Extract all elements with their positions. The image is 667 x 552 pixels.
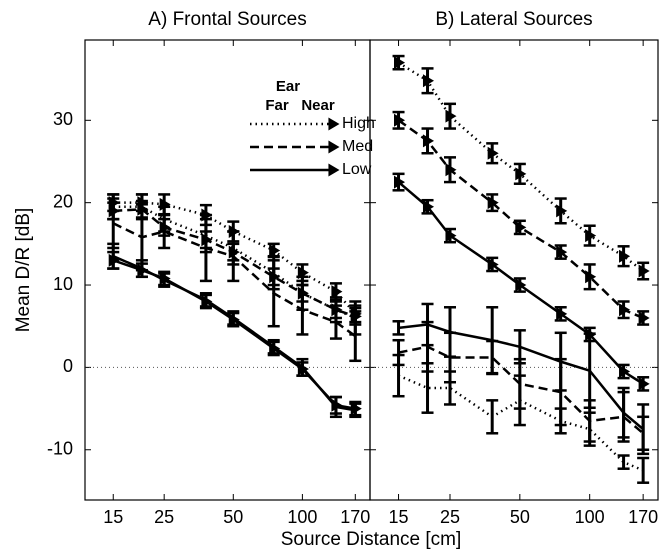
error-bar <box>107 242 120 270</box>
legend-title: Ear <box>276 78 300 95</box>
error-bar <box>158 272 171 288</box>
error-bar <box>296 357 309 377</box>
marker <box>393 175 406 189</box>
marker <box>619 249 631 263</box>
marker <box>422 134 435 148</box>
marker <box>445 109 457 123</box>
marker <box>585 270 597 284</box>
marker <box>487 196 499 210</box>
marker <box>638 377 650 391</box>
error-bar <box>199 213 212 283</box>
marker <box>487 146 499 160</box>
marker <box>422 74 435 88</box>
error-bar <box>637 415 650 452</box>
legend-marker <box>328 163 340 177</box>
error-bar <box>227 230 240 283</box>
x-tick-label: 25 <box>154 507 174 527</box>
x-tick-label: 100 <box>575 507 605 527</box>
error-bar <box>329 304 342 340</box>
error-bar <box>421 362 434 414</box>
error-bar <box>349 402 362 419</box>
error-bar <box>554 407 567 435</box>
error-bar <box>617 390 630 443</box>
panel-title: A) Frontal Sources <box>148 9 306 30</box>
x-tick-label: 170 <box>628 507 658 527</box>
error-bar <box>267 338 280 355</box>
x-tick-label: 100 <box>287 507 317 527</box>
legend-label: Med <box>342 138 373 155</box>
plot-frame <box>369 39 659 501</box>
error-bar <box>486 399 499 435</box>
error-bar <box>296 283 309 336</box>
y-tick-label: 30 <box>53 109 73 129</box>
error-bar <box>486 339 499 376</box>
y-tick-label: -10 <box>47 439 73 459</box>
x-tick-label: 25 <box>440 507 460 527</box>
marker <box>445 163 457 177</box>
y-tick-label: 10 <box>53 274 73 294</box>
marker <box>556 307 568 321</box>
legend-marker <box>328 140 340 154</box>
marker <box>619 365 631 379</box>
legend-label: Low <box>342 161 372 178</box>
marker <box>393 113 406 127</box>
error-bar <box>392 320 405 336</box>
x-tick-label: 170 <box>340 507 370 527</box>
error-bar <box>583 411 596 447</box>
error-bar <box>199 292 212 308</box>
marker <box>638 311 650 325</box>
y-tick-label: 20 <box>53 191 73 211</box>
series-line <box>397 61 644 273</box>
marker <box>619 303 631 317</box>
legend-column: Near <box>301 97 335 114</box>
error-bar <box>513 374 526 427</box>
error-bar <box>135 259 148 279</box>
y-tick-label: 0 <box>63 356 73 376</box>
marker <box>515 167 527 181</box>
marker <box>638 264 650 278</box>
error-bar <box>444 370 457 406</box>
error-bar <box>617 454 630 470</box>
marker <box>331 285 343 299</box>
legend-label: High <box>342 115 375 132</box>
x-tick-label: 15 <box>389 507 409 527</box>
error-bar <box>349 310 362 363</box>
legend-column: Far <box>265 97 289 114</box>
panel-title: B) Lateral Sources <box>435 9 592 30</box>
marker <box>393 56 406 70</box>
marker <box>487 257 499 271</box>
x-tick-label: 15 <box>103 507 123 527</box>
y-axis-label: Mean D/R [dB] <box>13 208 34 333</box>
error-bar <box>158 213 171 250</box>
error-bar <box>329 395 342 419</box>
error-bar <box>637 456 650 484</box>
error-bar <box>227 310 240 326</box>
error-bar <box>392 353 405 398</box>
marker <box>556 204 568 218</box>
x-tick-label: 50 <box>223 507 243 527</box>
x-tick-label: 50 <box>510 507 530 527</box>
marker <box>515 278 527 292</box>
series-line <box>398 374 644 472</box>
error-bar <box>267 259 280 328</box>
x-axis-label: Source Distance [cm] <box>281 529 462 550</box>
legend-marker <box>328 117 340 131</box>
marker <box>269 243 281 257</box>
marker <box>422 200 435 214</box>
marker <box>515 220 527 234</box>
error-bar <box>583 332 596 410</box>
marker <box>585 229 597 243</box>
marker <box>556 245 568 259</box>
marker <box>445 229 457 243</box>
series-line <box>113 205 356 320</box>
